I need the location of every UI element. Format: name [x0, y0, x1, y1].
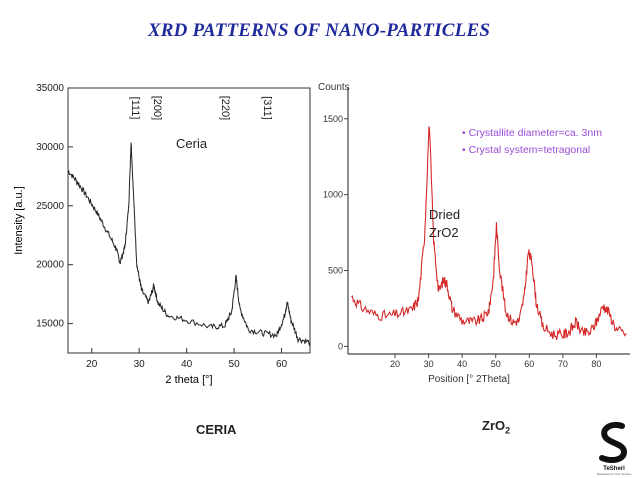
zro2-overlay-label-line1: Dried: [429, 207, 461, 222]
ceria-caption: CERIA: [196, 422, 237, 437]
ceria-y-tick-label: 20000: [36, 260, 64, 271]
zro2-y-tick-label: 1500: [323, 114, 343, 124]
tesherl-logo: TeSherl Dedicated to Your Service: [597, 422, 632, 476]
ceria-peak-label: [220]: [219, 96, 231, 120]
zro2-caption-base: ZrO: [482, 418, 506, 433]
ceria-xrd-chart: 20 30 40 50 60 15000 20000 25000 30000 35000 [111…: [13, 83, 311, 386]
zro2-x-tick-label: 20: [390, 359, 400, 369]
zro2-caption-subscript: 2: [505, 425, 511, 436]
ceria-y-tick-label: 35000: [36, 83, 64, 94]
ceria-peak-label: [200]: [151, 96, 163, 120]
ceria-plot-frame: [67, 87, 311, 354]
zro2-x-axis-label: Position [° 2Theta]: [428, 374, 510, 385]
zro2-axes: 20 30 40 50 60 70 80 0 500 1000 1500: [323, 114, 601, 369]
ceria-x-tick-label: 20: [86, 359, 98, 370]
ceria-x-axis-label: 2 theta [°]: [165, 374, 212, 386]
zro2-y-tick-label: 500: [328, 266, 343, 276]
zro2-y-tick-label: 0: [338, 341, 343, 351]
ceria-y-tick-label: 15000: [36, 319, 64, 330]
zro2-xrd-chart: 20 30 40 50 60 70 80 0 500 1000 1500 Counts Positi…: [318, 82, 630, 385]
zro2-x-tick-label: 40: [457, 359, 467, 369]
zro2-legend-entry: • Crystallite diameter=ca. 3nm: [462, 127, 602, 139]
zro2-legend-entry: • Crystal system=tetragonal: [462, 144, 590, 156]
zro2-x-tick-label: 30: [424, 359, 434, 369]
ceria-plot-border: [67, 87, 311, 354]
logo-text: TeSherl: [603, 466, 625, 472]
ceria-x-tick-label: 60: [276, 359, 288, 370]
zro2-legend: • Crystallite diameter=ca. 3nm • Crystal …: [462, 127, 602, 156]
zro2-x-tick-label: 60: [524, 359, 534, 369]
slide-title: XRD PATTERNS OF NANO-PARTICLES: [147, 20, 491, 41]
ceria-overlay-label: Ceria: [176, 136, 208, 151]
logo-tagline: Dedicated to Your Service: [597, 472, 632, 476]
ceria-y-axis-label: Intensity [a.u.]: [13, 186, 25, 254]
zro2-pattern-line: [351, 126, 627, 340]
zro2-x-tick-label: 50: [491, 359, 501, 369]
zro2-counts-label: Counts: [318, 82, 350, 93]
ceria-pattern-line: [67, 142, 311, 347]
ceria-peak-label: [311]: [261, 96, 273, 120]
ceria-peak-label: [111]: [129, 97, 141, 120]
ceria-x-tick-label: 40: [181, 359, 193, 370]
ceria-x-tick-label: 50: [229, 359, 241, 370]
ceria-x-tick-label: 30: [134, 359, 146, 370]
ceria-peak-labels: [111] [200] [220] [311]: [129, 96, 273, 120]
ceria-y-tick-label: 25000: [36, 201, 64, 212]
zro2-x-tick-label: 80: [591, 359, 601, 369]
zro2-caption: ZrO2: [482, 418, 510, 436]
ceria-y-tick-label: 30000: [36, 142, 64, 153]
zro2-overlay-label-line2: ZrO2: [429, 225, 459, 240]
zro2-x-tick-label: 70: [558, 359, 568, 369]
ceria-axes: 20 30 40 50 60 15000 20000 25000 30000 35000: [36, 83, 287, 370]
zro2-y-tick-label: 1000: [323, 190, 343, 200]
